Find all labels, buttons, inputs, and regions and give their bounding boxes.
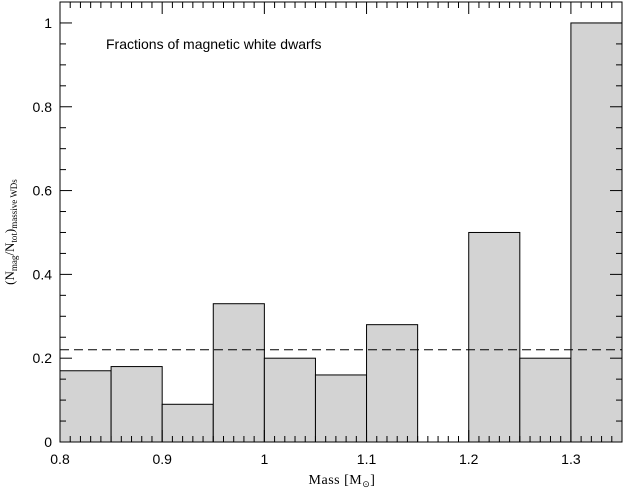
y-tick-label: 0.4	[33, 266, 53, 282]
y-axis-label-sub3: massive WDs	[9, 179, 19, 229]
histogram-bar-5	[314, 374, 368, 443]
histogram-bar-3	[212, 303, 265, 443]
y-axis-label-sub2: tot	[9, 233, 19, 243]
ticks-group: 0.8 0.9 1 1.1 1.2 1.3 0 0.2 0.4 0.6 0.8 1	[33, 1, 623, 467]
x-tick-label: 0.9	[152, 451, 172, 467]
histogram-bar-0	[59, 370, 112, 443]
x-axis-label-subscript: ⊙	[362, 479, 370, 489]
histogram-bar-9	[570, 22, 623, 443]
x-axis-label-close: ]	[370, 473, 375, 488]
histogram-bar-4	[263, 357, 316, 443]
y-axis-label-sub1: mag	[9, 255, 19, 271]
histogram-bar-8	[519, 357, 572, 443]
x-tick-label: 0.8	[50, 451, 70, 467]
y-tick-label: 1	[44, 15, 52, 31]
histogram-bar-2	[161, 403, 214, 443]
x-axis-label-main: Mass [M	[309, 473, 363, 488]
chart-title: Fractions of magnetic white dwarfs	[106, 36, 322, 52]
y-tick-label: 0.2	[33, 350, 53, 366]
x-tick-label: 1.2	[459, 451, 479, 467]
y-tick-label: 0.8	[33, 99, 53, 115]
histogram-bar-1	[110, 366, 163, 443]
plot-frame	[59, 1, 623, 443]
x-tick-label: 1.1	[357, 451, 377, 467]
y-tick-label: 0	[44, 434, 52, 450]
y-axis-label-part1: (N	[2, 271, 17, 285]
x-tick-label: 1.3	[561, 451, 581, 467]
y-tick-label: 0.6	[33, 183, 53, 199]
bars-group	[59, 22, 623, 443]
y-axis-label: (Nmag/Ntot)massive WDs	[2, 179, 19, 285]
histogram-bar-6	[366, 324, 419, 443]
x-axis-label: Mass [M⊙]	[309, 473, 376, 489]
x-tick-label: 1	[260, 451, 268, 467]
y-axis-label-part3: )	[2, 229, 17, 233]
y-axis-label-part2: /N	[2, 242, 17, 256]
histogram-bar-7	[468, 231, 521, 443]
